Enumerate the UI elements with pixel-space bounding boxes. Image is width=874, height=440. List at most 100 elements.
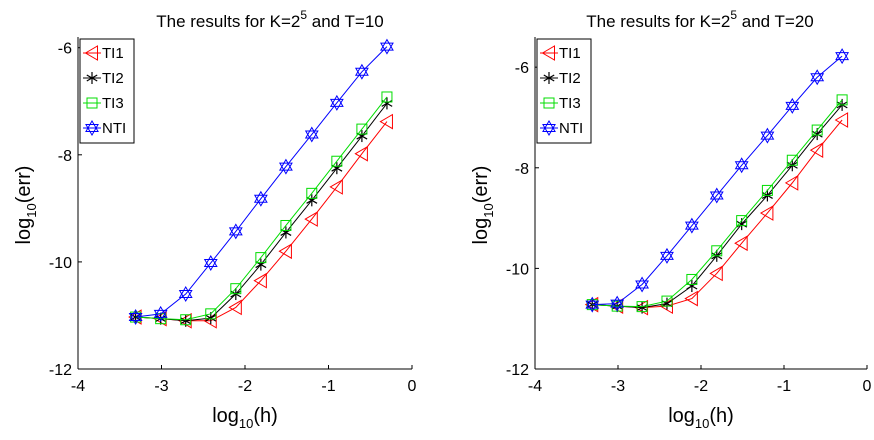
legend-marker-ti3 — [86, 97, 98, 109]
x-axis-label: log10(h) — [212, 405, 278, 431]
data-point-ti3 — [811, 124, 823, 136]
data-point-nti — [835, 48, 850, 65]
data-point-ti3 — [356, 123, 368, 135]
data-point-ti3 — [280, 219, 292, 231]
legend-label-ti1: TI1 — [559, 45, 581, 62]
data-point-ti3 — [130, 311, 142, 323]
y-axis-label: log10(err) — [470, 166, 496, 245]
data-point-ti1 — [734, 235, 748, 252]
data-point-nti — [228, 223, 243, 240]
data-point-ti1 — [684, 290, 698, 307]
y-tick-label: -6 — [58, 41, 72, 58]
data-point-ti3 — [180, 314, 192, 326]
legend-marker-ti1 — [84, 45, 98, 61]
data-point-nti — [709, 187, 724, 204]
data-point-nti — [785, 97, 800, 114]
x-tick-label: -1 — [321, 378, 335, 395]
data-point-nti — [684, 217, 699, 234]
legend: TI1 TI2 TI3 NTI — [79, 38, 135, 144]
data-point-ti3 — [381, 91, 393, 103]
x-tick-label: -4 — [528, 378, 542, 395]
legend-marker-ti1 — [541, 45, 555, 61]
data-point-ti3 — [836, 94, 848, 106]
data-point-ti3 — [661, 295, 673, 307]
data-point-nti — [760, 127, 775, 144]
data-point-ti1 — [304, 211, 318, 227]
data-point-nti — [304, 126, 319, 143]
data-point-nti — [660, 247, 674, 264]
y-tick-label: -8 — [58, 148, 72, 165]
data-point-nti — [253, 190, 268, 207]
x-tick-label: -3 — [154, 378, 168, 395]
legend-marker-nti — [542, 120, 556, 136]
legend: TI1 TI2 TI3 NTI — [536, 38, 592, 144]
data-point-ti1 — [809, 142, 824, 159]
chart-title: The results for K=25 and T=20 — [586, 8, 814, 31]
data-point-ti3 — [786, 154, 798, 166]
legend-label-ti2: TI2 — [102, 70, 124, 87]
x-tick-label: -2 — [694, 378, 708, 395]
legend-marker-ti2 — [543, 72, 555, 84]
data-point-ti3 — [636, 301, 648, 313]
series-line-nti — [135, 46, 388, 318]
x-tick-label: 0 — [863, 378, 872, 395]
chart-title: The results for K=25 and T=10 — [156, 8, 384, 31]
data-point-ti3 — [331, 155, 343, 167]
data-point-nti — [153, 305, 168, 322]
data-point-ti3 — [736, 215, 748, 227]
y-tick-label: -8 — [515, 161, 529, 178]
data-point-nti — [203, 254, 218, 271]
legend-marker-nti — [85, 120, 99, 136]
data-point-ti3 — [686, 273, 698, 285]
x-tick-label: -1 — [777, 378, 791, 395]
data-point-ti1 — [253, 272, 267, 289]
legend-marker-ti3 — [543, 97, 555, 109]
legend-label-nti: NTI — [559, 120, 583, 137]
y-tick-label: -6 — [515, 60, 529, 77]
x-tick-label: -3 — [611, 378, 625, 395]
data-point-nti — [810, 69, 825, 86]
data-point-ti1 — [354, 145, 368, 162]
data-point-ti3 — [230, 283, 242, 295]
series-line-ti3 — [135, 96, 388, 321]
data-point-ti1 — [329, 179, 343, 195]
x-axis-label: log10(h) — [668, 405, 734, 431]
y-tick-label: -10 — [49, 255, 72, 272]
data-point-ti1 — [709, 265, 723, 282]
data-point-ti3 — [255, 252, 267, 264]
y-tick-label: -10 — [506, 261, 529, 278]
x-tick-label: -2 — [238, 378, 252, 395]
legend-label-nti: NTI — [102, 120, 126, 137]
legend-label-ti3: TI3 — [559, 95, 581, 112]
data-point-nti — [734, 157, 749, 174]
data-point-ti3 — [306, 187, 318, 199]
data-point-ti3 — [205, 308, 217, 320]
series-line-nti — [592, 55, 843, 306]
x-tick-label: -4 — [71, 378, 85, 395]
data-point-ti1 — [784, 175, 799, 191]
data-point-ti1 — [228, 299, 242, 316]
data-point-nti — [635, 276, 649, 293]
data-point-nti — [585, 296, 600, 313]
data-point-nti — [329, 94, 344, 111]
data-point-ti1 — [759, 205, 774, 221]
y-axis-label: log10(err) — [13, 166, 39, 245]
data-point-nti — [178, 286, 193, 303]
data-point-nti — [128, 309, 143, 326]
data-point-ti3 — [711, 245, 723, 257]
legend-marker-ti2 — [86, 72, 98, 84]
legend-label-ti1: TI1 — [102, 45, 124, 62]
legend-label-ti2: TI2 — [559, 70, 581, 87]
y-tick-label: -12 — [506, 362, 529, 379]
data-point-ti1 — [379, 113, 393, 130]
data-point-nti — [278, 158, 293, 175]
data-point-ti3 — [761, 184, 773, 196]
series-line-ti3 — [592, 99, 843, 308]
data-point-ti1 — [834, 112, 849, 128]
y-tick-label: -12 — [49, 362, 72, 379]
x-tick-label: 0 — [408, 378, 417, 395]
legend-label-ti3: TI3 — [102, 95, 124, 112]
